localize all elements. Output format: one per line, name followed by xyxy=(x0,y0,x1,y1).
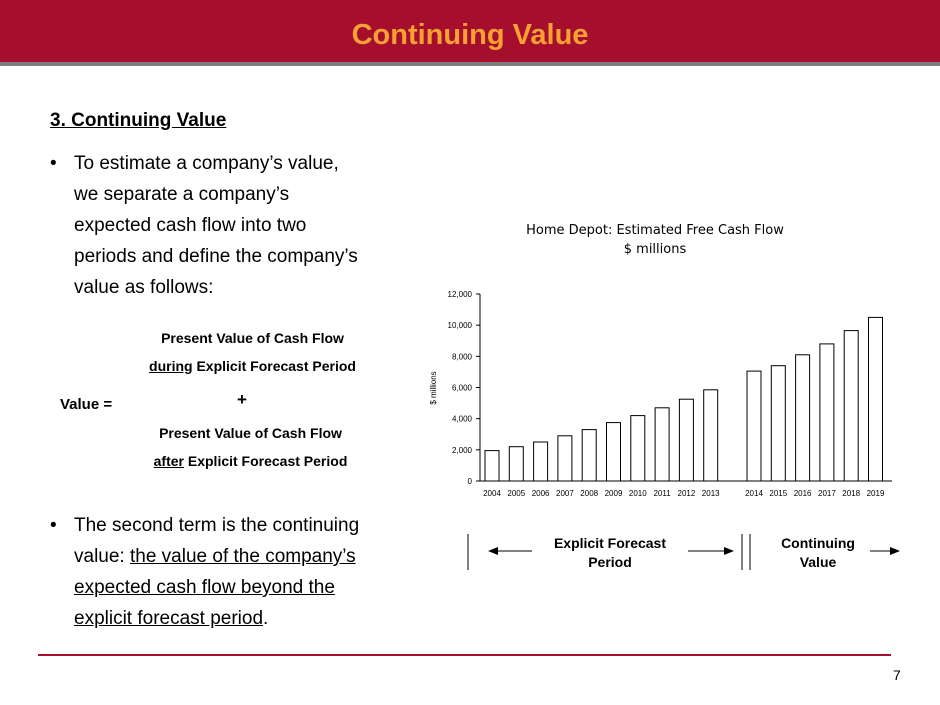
x-axis: 2004 2005 2006 2007 2008 2009 2010 2011 2012 2013… xyxy=(483,489,885,498)
y-tick-label: 10,000 xyxy=(448,321,473,330)
bullet-second-underlined: the value of the company’s xyxy=(129,546,356,567)
x-tick-label: 2009 xyxy=(605,489,623,498)
x-tick-label: 2018 xyxy=(842,489,860,498)
bullet-intro-text: To estimate a company’s value, we separa… xyxy=(74,148,410,303)
x-tick-label: 2015 xyxy=(769,489,787,498)
page-number: 7 xyxy=(893,667,901,683)
y-tick-label: 8,000 xyxy=(452,352,473,361)
bar-2012 xyxy=(678,398,694,482)
x-tick-label: 2014 xyxy=(745,489,763,498)
footer-rule xyxy=(38,654,891,656)
bar-2013 xyxy=(703,389,719,482)
x-tick-label: 2013 xyxy=(702,489,720,498)
bar-2019 xyxy=(868,316,883,482)
bullet-second-text: The second term is the continuing value:… xyxy=(74,510,420,634)
bullet-second-period: . xyxy=(263,608,269,629)
x-tick-label: 2016 xyxy=(794,489,812,498)
period-indicator xyxy=(467,534,900,570)
explicit-forecast-line2: Period xyxy=(588,554,632,570)
bullet-intro-line: we separate a company’s xyxy=(74,184,290,205)
continuing-value-line2: Value xyxy=(799,554,837,570)
bullet-second-underlined: explicit forecast period xyxy=(74,608,264,629)
bar-2004 xyxy=(484,450,500,482)
bullet-intro: • To estimate a company’s value, we sepa… xyxy=(50,148,410,303)
bar-2007 xyxy=(557,435,573,482)
continuing-arrow-icon xyxy=(870,547,900,555)
bullet-marker: • xyxy=(50,153,57,174)
x-tick-label: 2010 xyxy=(629,489,647,498)
term1-line2: during Explicit Forecast Period xyxy=(120,358,385,374)
x-tick-label: 2012 xyxy=(678,489,696,498)
bar-2009 xyxy=(606,422,621,482)
explicit-forecast-line1: Explicit Forecast xyxy=(553,535,667,551)
chart-title: Home Depot: Estimated Free Cash Flow xyxy=(526,223,784,238)
bullet-second-line: value: xyxy=(74,546,130,567)
bar-2010 xyxy=(630,415,646,482)
bars xyxy=(484,316,883,482)
y-axis-label: $ millions xyxy=(429,371,438,404)
y-tick-label: 6,000 xyxy=(452,384,473,393)
y-tick-label: 4,000 xyxy=(452,415,473,424)
term1-underlined: during xyxy=(149,358,193,374)
section-heading: 3. Continuing Value xyxy=(50,110,227,131)
left-arrow-icon xyxy=(488,547,532,555)
bar-2005 xyxy=(508,446,524,482)
bullet-marker: • xyxy=(50,515,57,536)
term2-line1: Present Value of Cash Flow xyxy=(159,425,342,441)
bar-2017 xyxy=(819,343,835,482)
bullet-second-term: • The second term is the continuing valu… xyxy=(50,510,420,634)
chart-subtitle: $ millions xyxy=(623,242,687,257)
bullet-intro-line: expected cash flow into two xyxy=(74,215,307,236)
bar-2018 xyxy=(843,330,859,482)
bullet-intro-line: periods and define the company’s xyxy=(74,246,358,267)
title-bar: Continuing Value xyxy=(0,0,940,66)
explicit-forecast-label: Explicit Forecast Period xyxy=(530,534,690,572)
x-tick-label: 2017 xyxy=(818,489,836,498)
x-tick-label: 2008 xyxy=(580,489,598,498)
chart-title-block: Home Depot: Estimated Free Cash Flow $ m… xyxy=(470,221,840,259)
value-label: Value = xyxy=(60,396,113,413)
y-tick-label: 0 xyxy=(468,477,473,486)
bar-2014 xyxy=(746,370,762,482)
x-tick-label: 2006 xyxy=(532,489,550,498)
x-tick-label: 2004 xyxy=(483,489,501,498)
x-tick-label: 2019 xyxy=(867,489,885,498)
bullet-intro-line: value as follows: xyxy=(74,277,214,298)
x-tick-label: 2011 xyxy=(653,489,671,498)
y-tick-label: 12,000 xyxy=(448,290,473,299)
term1-rest: Explicit Forecast Period xyxy=(192,358,356,374)
bullet-intro-line: To estimate a company’s value, xyxy=(74,153,339,174)
bar-2015 xyxy=(770,365,786,482)
right-arrow-icon xyxy=(688,547,734,555)
term2-line2: after Explicit Forecast Period xyxy=(118,453,383,469)
bar-2008 xyxy=(581,429,597,482)
bar-2006 xyxy=(533,441,549,482)
term1-line1: Present Value of Cash Flow xyxy=(161,330,344,346)
x-tick-label: 2005 xyxy=(507,489,525,498)
term2-rest: Explicit Forecast Period xyxy=(183,453,348,469)
bar-2011 xyxy=(654,407,670,482)
term2-underlined: after xyxy=(153,453,184,469)
x-tick-label: 2007 xyxy=(556,489,574,498)
bar-2016 xyxy=(795,354,811,482)
y-tick-label: 2,000 xyxy=(452,446,473,455)
continuing-value-line1: Continuing xyxy=(781,535,855,551)
plus-sign: + xyxy=(237,390,247,409)
bullet-second-line: The second term is the continuing xyxy=(74,515,360,536)
y-axis: 0 2,000 4,000 6,000 8,000 10,000 12,000 xyxy=(448,290,480,486)
continuing-value-label: Continuing Value xyxy=(762,534,874,572)
bullet-second-underlined: expected cash flow beyond the xyxy=(74,577,335,598)
slide-title: Continuing Value xyxy=(351,19,589,51)
